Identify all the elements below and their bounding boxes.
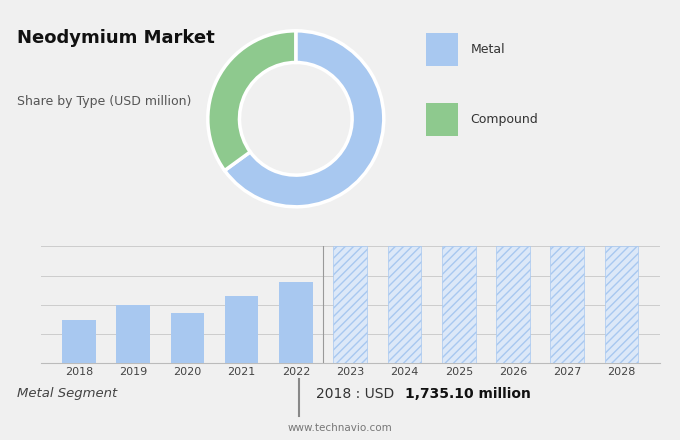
Bar	[605, 246, 639, 440]
Text: Share by Type (USD million): Share by Type (USD million)	[17, 95, 191, 108]
Text: www.technavio.com: www.technavio.com	[288, 423, 392, 433]
Text: Metal Segment: Metal Segment	[17, 387, 117, 400]
Bar	[442, 246, 475, 440]
Text: Metal: Metal	[471, 43, 505, 56]
Bar	[551, 246, 584, 440]
Bar	[62, 320, 96, 440]
Wedge shape	[208, 31, 296, 171]
Text: Neodymium Market: Neodymium Market	[17, 29, 215, 47]
Wedge shape	[224, 31, 384, 207]
Bar	[426, 103, 458, 136]
Bar	[225, 297, 258, 440]
Text: 1,735.10 million: 1,735.10 million	[405, 387, 530, 401]
Bar	[279, 282, 313, 440]
Text: 2018 : USD: 2018 : USD	[316, 387, 399, 401]
Bar	[171, 313, 204, 440]
Bar	[116, 304, 150, 440]
Text: Compound: Compound	[471, 113, 539, 126]
Bar	[496, 246, 530, 440]
Bar	[426, 33, 458, 66]
Bar	[333, 246, 367, 440]
Bar	[388, 246, 422, 440]
